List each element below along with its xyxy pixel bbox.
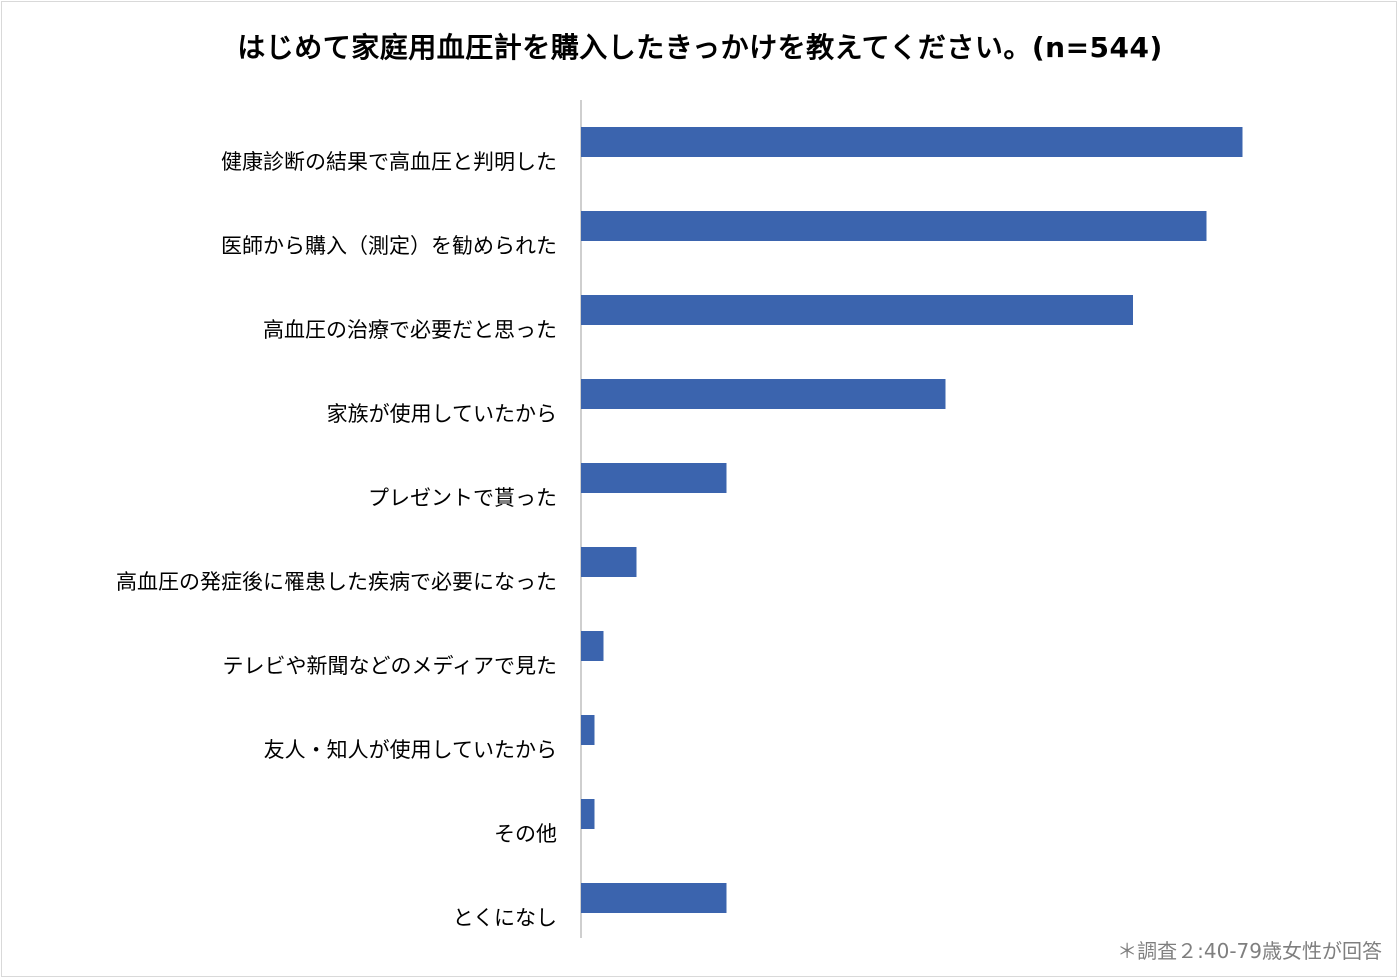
bar-10: [581, 883, 727, 913]
category-label-7: テレビや新聞などのメディアで見た: [222, 654, 557, 678]
category-label-5: プレゼントで貰った: [368, 486, 557, 510]
category-label-9: その他: [494, 822, 557, 846]
bar-3: [581, 295, 1133, 325]
bar-5: [581, 463, 727, 493]
survey-footnote: ＊調査２:40-79歳女性が回答: [1117, 939, 1382, 963]
bar-9: [581, 799, 595, 829]
category-label-1: 健康診断の結果で高血圧と判明した: [221, 150, 557, 174]
bar-4: [581, 379, 946, 409]
category-label-4: 家族が使用していたから: [327, 402, 557, 426]
chart-title: はじめて家庭用血圧計を購入したきっかけを教えてください。(n=544): [237, 31, 1163, 64]
bar-1: [581, 127, 1243, 157]
category-label-10: とくになし: [453, 906, 557, 930]
bar-2: [581, 211, 1207, 241]
category-label-2: 医師から購入（測定）を勧められた: [221, 234, 557, 258]
bar-8: [581, 715, 595, 745]
category-label-8: 友人・知人が使用していたから: [264, 738, 557, 762]
category-label-3: 高血圧の治療で必要だと思った: [263, 318, 557, 342]
bar-6: [581, 547, 637, 577]
bar-group: [581, 127, 1243, 913]
bar-7: [581, 631, 604, 661]
category-label-group: 健康診断の結果で高血圧と判明した医師から購入（測定）を勧められた高血圧の治療で必…: [116, 150, 557, 930]
category-label-6: 高血圧の発症後に罹患した疾病で必要になった: [116, 570, 557, 594]
